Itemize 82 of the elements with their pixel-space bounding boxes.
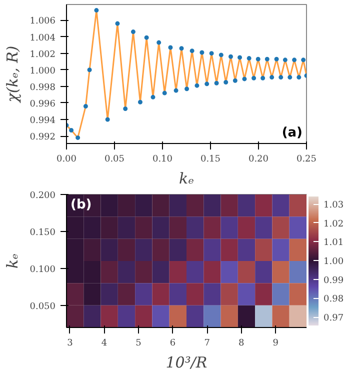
x-tick-label: 0.20 <box>248 154 269 164</box>
y-tick-label: 1.000 <box>30 66 56 76</box>
point <box>274 56 279 62</box>
annotation: (b) <box>70 198 92 212</box>
point <box>252 76 256 80</box>
point <box>190 48 194 54</box>
line-series <box>66 10 306 138</box>
point <box>179 46 184 51</box>
point <box>238 55 242 60</box>
point <box>218 52 224 58</box>
point <box>184 86 190 92</box>
color-bar-label: 1.03 <box>324 200 344 211</box>
x-tick-label: 6 <box>170 338 176 348</box>
point <box>76 135 80 140</box>
point <box>214 80 219 86</box>
point <box>209 51 214 56</box>
point <box>87 68 92 72</box>
point <box>123 106 128 111</box>
y-tick-label: 0.100 <box>30 264 56 275</box>
y-tick-label: 0.998 <box>30 82 56 93</box>
point <box>174 88 178 93</box>
point <box>224 80 228 85</box>
x-tick-label: 3 <box>67 338 74 348</box>
point <box>156 40 162 45</box>
point <box>292 58 297 62</box>
color-bar-label: 1.00 <box>324 257 344 268</box>
y-tick-label: 0.050 <box>30 302 56 312</box>
point <box>130 30 136 34</box>
point <box>296 75 302 80</box>
point <box>83 104 88 109</box>
point <box>301 58 306 62</box>
x-tick-label: 0.00 <box>56 154 77 164</box>
x-tick-label: 0.05 <box>104 154 125 164</box>
y-tick-label: 0.150 <box>30 228 56 238</box>
point <box>232 78 238 83</box>
y-axis-title: χ(kₑ, R) <box>4 46 22 104</box>
annotation: (a) <box>282 126 302 140</box>
point <box>242 76 247 82</box>
x-tick-label: 4 <box>101 338 108 348</box>
x-tick-label: 5 <box>136 338 142 348</box>
point <box>260 76 266 80</box>
color-bar-label: 1.02 <box>324 219 344 230</box>
point <box>144 35 149 40</box>
x-axis-title: 10³/R <box>166 354 208 372</box>
x-tick-label: 8 <box>238 338 244 348</box>
point <box>256 56 260 62</box>
y-tick-label: 1.002 <box>30 50 56 60</box>
y-tick-label: 1.006 <box>30 16 56 27</box>
point <box>264 56 270 62</box>
point <box>105 117 110 122</box>
point <box>162 90 167 96</box>
point <box>168 45 173 50</box>
point <box>194 83 200 88</box>
x-tick-label: 0.25 <box>296 154 317 164</box>
x-tick-label: 9 <box>272 338 279 348</box>
color-bar-label: 0.98 <box>324 294 344 305</box>
color-bar-label: 1.01 <box>324 238 344 248</box>
color-bar-label: 0.97 <box>324 314 344 324</box>
point <box>150 94 156 100</box>
y-tick-label: 0.992 <box>30 132 56 143</box>
point <box>69 128 74 133</box>
y-axis-title: kₑ <box>4 253 22 268</box>
x-tick-label: 7 <box>204 338 210 348</box>
point <box>94 8 99 13</box>
point <box>115 21 120 26</box>
point <box>138 100 142 104</box>
x-tick-label: 0.10 <box>152 154 173 164</box>
color-bar-label: 0.99 <box>324 276 344 286</box>
point <box>246 56 252 61</box>
point <box>282 58 288 62</box>
point <box>200 50 204 55</box>
point <box>288 75 292 80</box>
point <box>270 75 274 80</box>
point <box>228 54 234 59</box>
x-tick-label: 0.15 <box>200 154 221 164</box>
y-tick-label: 0.996 <box>30 99 56 110</box>
y-tick-label: 0.200 <box>30 191 56 201</box>
x-axis-title: kₑ <box>179 170 194 188</box>
point <box>204 82 210 86</box>
y-tick-label: 1.004 <box>30 33 56 44</box>
point <box>278 75 284 80</box>
y-tick-label: 0.994 <box>30 116 56 126</box>
